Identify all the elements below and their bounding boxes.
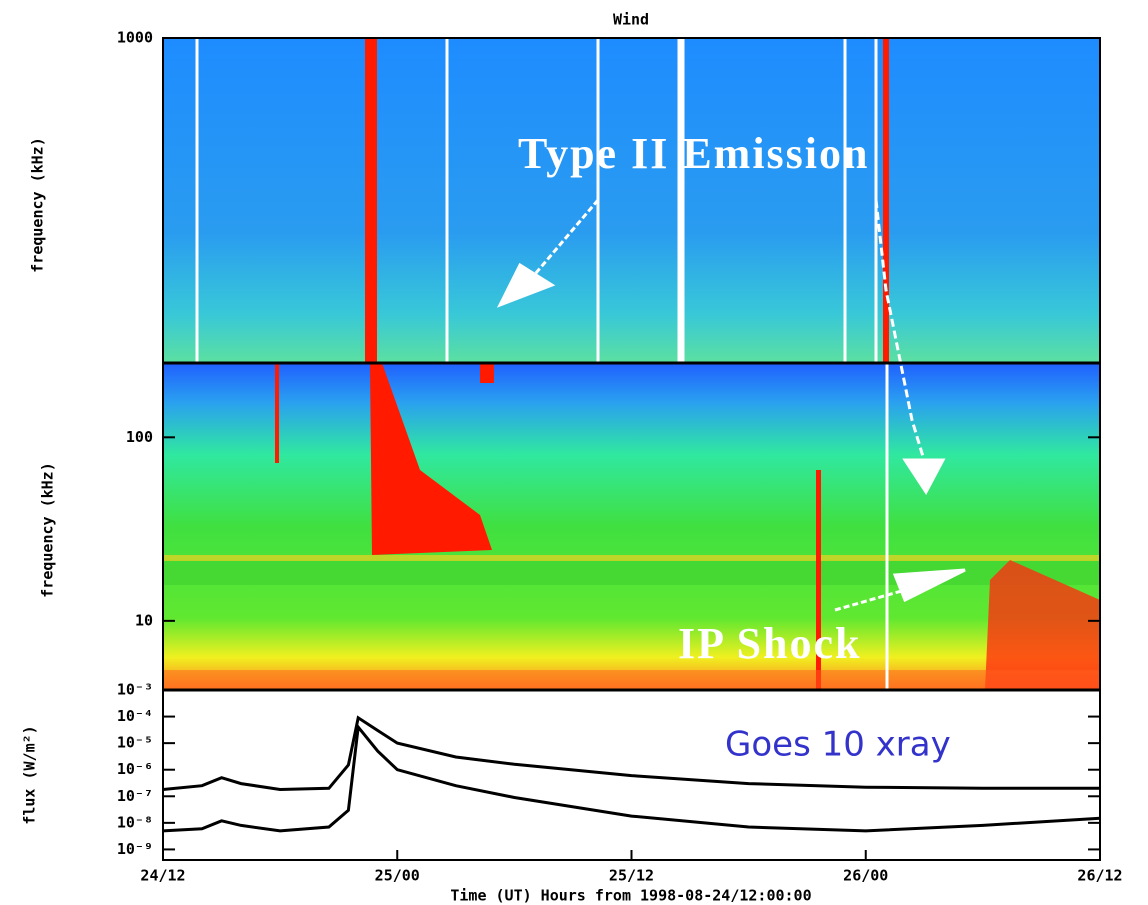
x-axis-label: Time (UT) Hours from 1998-08-24/12:00:00 (450, 887, 811, 905)
y-tick-label: 10 (135, 611, 153, 629)
flux-line (162, 715, 1100, 792)
annotation-arrows (496, 199, 966, 612)
y-tick-label: 10⁻⁵ (117, 734, 153, 752)
x-tick-label: 25/00 (375, 867, 420, 885)
y-tick-label: 1000 (117, 29, 153, 47)
title: Wind (613, 11, 649, 29)
y-tick-label: 10⁻⁹ (117, 840, 153, 858)
y-tick-label: 10⁻⁶ (117, 760, 153, 778)
x-tick-label: 24/12 (140, 867, 185, 885)
annotation: IP Shock (678, 619, 862, 668)
annotation: Goes 10 xray (725, 725, 951, 765)
y-tick-label: 100 (126, 428, 153, 446)
y-tick-label: 10⁻³ (117, 681, 153, 699)
y-axis-label: frequency (kHz) (29, 137, 47, 272)
y-tick-label: 10⁻⁴ (117, 707, 153, 725)
x-tick-label: 25/12 (609, 867, 654, 885)
spectrogram-background (163, 38, 1100, 690)
x-tick-label: 26/00 (843, 867, 888, 885)
flux-line (162, 723, 1101, 833)
y-tick-label: 10⁻⁷ (117, 787, 153, 805)
x-tick-label: 26/12 (1077, 867, 1122, 885)
annotation: Type II Emission (518, 129, 870, 178)
y-tick-label: 10⁻⁸ (117, 813, 153, 831)
y-axis-label: frequency (kHz) (39, 462, 57, 597)
y-axis-label: flux (W/m²) (21, 725, 39, 824)
